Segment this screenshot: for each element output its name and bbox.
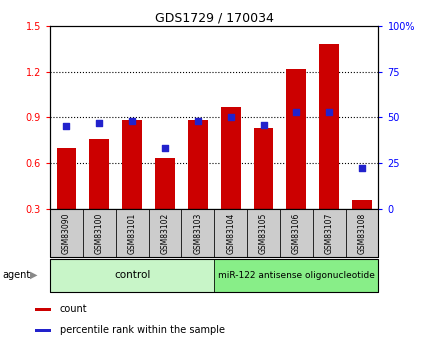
- Point: [194, 118, 201, 124]
- Point: [128, 118, 135, 124]
- Bar: [35, 308, 51, 311]
- Text: GSM83102: GSM83102: [160, 213, 169, 254]
- Bar: [122, 120, 141, 209]
- Point: [358, 166, 365, 171]
- Bar: [148, 209, 181, 257]
- Text: miR-122 antisense oligonucleotide: miR-122 antisense oligonucleotide: [217, 270, 374, 280]
- Text: GSM83108: GSM83108: [357, 213, 366, 254]
- Bar: [82, 209, 115, 257]
- Text: ▶: ▶: [30, 270, 37, 280]
- Bar: [279, 209, 312, 257]
- Bar: [352, 199, 371, 209]
- Bar: [214, 209, 247, 257]
- Bar: [155, 158, 174, 209]
- Text: GSM83106: GSM83106: [291, 213, 300, 254]
- Text: GSM83104: GSM83104: [226, 213, 235, 254]
- Bar: [345, 209, 378, 257]
- Point: [227, 115, 233, 120]
- Text: control: control: [114, 270, 150, 280]
- Text: GSM83101: GSM83101: [127, 213, 136, 254]
- Bar: [253, 128, 273, 209]
- Bar: [220, 107, 240, 209]
- Point: [161, 146, 168, 151]
- Bar: [286, 69, 306, 209]
- Bar: [214, 259, 378, 292]
- Title: GDS1729 / 170034: GDS1729 / 170034: [155, 12, 273, 25]
- Bar: [50, 259, 214, 292]
- Bar: [89, 139, 109, 209]
- Text: count: count: [59, 304, 87, 314]
- Point: [95, 120, 102, 126]
- Bar: [181, 209, 214, 257]
- Text: GSM83100: GSM83100: [95, 213, 104, 254]
- Bar: [187, 120, 207, 209]
- Bar: [312, 209, 345, 257]
- Text: agent: agent: [2, 270, 30, 280]
- Text: GSM83105: GSM83105: [258, 213, 267, 254]
- Text: percentile rank within the sample: percentile rank within the sample: [59, 325, 224, 335]
- Bar: [35, 329, 51, 332]
- Bar: [319, 44, 338, 209]
- Point: [260, 122, 266, 127]
- Bar: [56, 148, 76, 209]
- Text: GSM83090: GSM83090: [62, 213, 71, 254]
- Point: [292, 109, 299, 115]
- Bar: [115, 209, 148, 257]
- Text: GSM83107: GSM83107: [324, 213, 333, 254]
- Text: GSM83103: GSM83103: [193, 213, 202, 254]
- Point: [63, 124, 70, 129]
- Bar: [247, 209, 279, 257]
- Point: [325, 109, 332, 115]
- Bar: [50, 209, 82, 257]
